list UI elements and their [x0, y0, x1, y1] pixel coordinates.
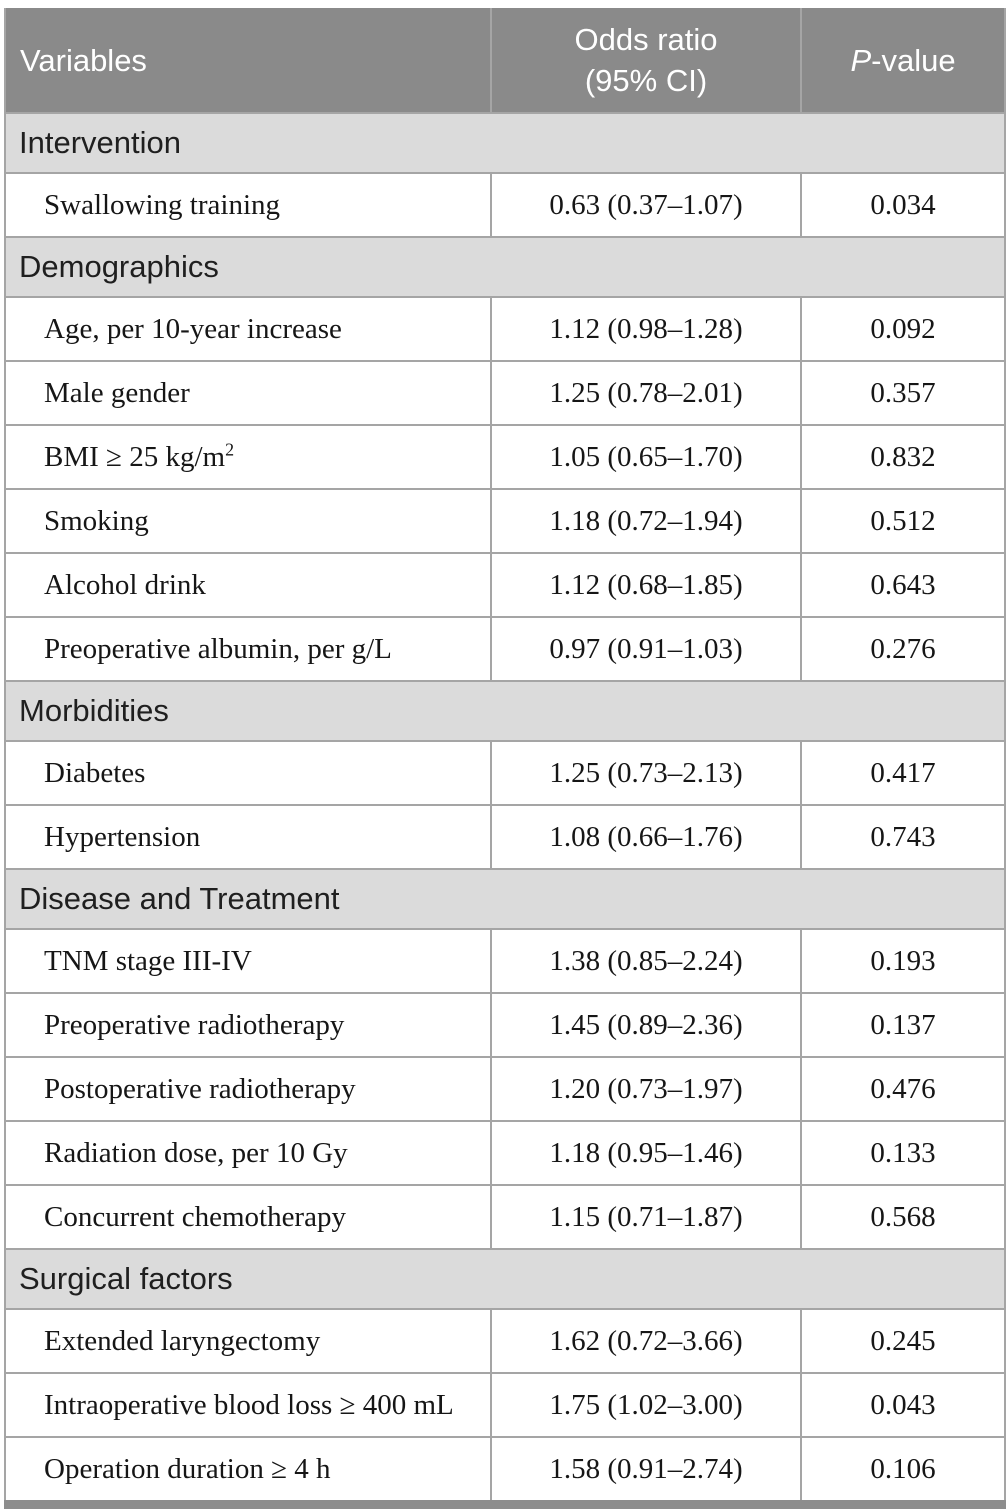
odds-ratio-line1: Odds ratio [574, 22, 718, 57]
section-title: Demographics [5, 236, 1005, 298]
p-value: 0.417 [800, 740, 1005, 806]
odds-ratio-value: 1.25 (0.78–2.01) [490, 360, 801, 426]
p-value: 0.034 [800, 172, 1005, 238]
row-label: TNM stage III-IV [5, 928, 491, 994]
section-title: Surgical factors [5, 1248, 1005, 1310]
p-value: 0.137 [800, 992, 1005, 1058]
row-label: Postoperative radiotherapy [5, 1056, 491, 1122]
p-value: 0.043 [800, 1372, 1005, 1438]
section-row-disease-and-treatment: Disease and Treatment [5, 868, 1005, 930]
table-row: TNM stage III-IV 1.38 (0.85–2.24) 0.193 [5, 928, 1005, 994]
table-row: Intraoperative blood loss ≥ 400 mL 1.75 … [5, 1372, 1005, 1438]
row-label: Concurrent chemotherapy [5, 1184, 491, 1250]
table-row: Alcohol drink 1.12 (0.68–1.85) 0.643 [5, 552, 1005, 618]
row-label-text: BMI ≥ 25 kg/m [44, 440, 226, 473]
p-value: 0.193 [800, 928, 1005, 994]
table-row: Hypertension 1.08 (0.66–1.76) 0.743 [5, 804, 1005, 870]
table-row: Diabetes 1.25 (0.73–2.13) 0.417 [5, 740, 1005, 806]
row-label: Intraoperative blood loss ≥ 400 mL [5, 1372, 491, 1438]
odds-ratio-value: 1.38 (0.85–2.24) [490, 928, 801, 994]
odds-ratio-value: 1.18 (0.95–1.46) [490, 1120, 801, 1186]
section-title: Intervention [5, 112, 1005, 174]
p-value: 0.245 [800, 1308, 1005, 1374]
p-value: 0.276 [800, 616, 1005, 682]
section-row-intervention: Intervention [5, 112, 1005, 174]
odds-ratio-line2: (95% CI) [584, 63, 708, 98]
table-row: Male gender 1.25 (0.78–2.01) 0.357 [5, 360, 1005, 426]
row-label: Age, per 10-year increase [5, 296, 491, 362]
p-value: 0.357 [800, 360, 1005, 426]
row-label: Preoperative radiotherapy [5, 992, 491, 1058]
row-label: Extended laryngectomy [5, 1308, 491, 1374]
table-header: Variables Odds ratio (95% CI) P-value [5, 8, 1005, 113]
odds-ratio-value: 1.20 (0.73–1.97) [490, 1056, 801, 1122]
odds-ratio-value: 1.15 (0.71–1.87) [490, 1184, 801, 1250]
table-row: Operation duration ≥ 4 h 1.58 (0.91–2.74… [5, 1436, 1005, 1506]
row-label: Diabetes [5, 740, 491, 806]
odds-ratio-table: Variables Odds ratio (95% CI) P-value In… [4, 8, 1006, 1509]
p-value: 0.092 [800, 296, 1005, 362]
odds-ratio-value: 1.75 (1.02–3.00) [490, 1372, 801, 1438]
p-value-rest: -value [871, 42, 956, 78]
column-header-variables: Variables [5, 8, 491, 113]
row-label: Male gender [5, 360, 491, 426]
section-title: Morbidities [5, 680, 1005, 742]
row-label: Swallowing training [5, 172, 491, 238]
table-row: BMI ≥ 25 kg/m2 1.05 (0.65–1.70) 0.832 [5, 424, 1005, 490]
column-header-p-value: P-value [800, 8, 1005, 113]
column-header-odds-ratio: Odds ratio (95% CI) [490, 8, 801, 113]
odds-ratio-value: 1.62 (0.72–3.66) [490, 1308, 801, 1374]
row-label: Alcohol drink [5, 552, 491, 618]
header-row: Variables Odds ratio (95% CI) P-value [5, 8, 1005, 113]
odds-ratio-value: 0.63 (0.37–1.07) [490, 172, 801, 238]
table-row: Extended laryngectomy 1.62 (0.72–3.66) 0… [5, 1308, 1005, 1374]
table-row: Radiation dose, per 10 Gy 1.18 (0.95–1.4… [5, 1120, 1005, 1186]
row-label: BMI ≥ 25 kg/m2 [5, 424, 491, 490]
row-label: Radiation dose, per 10 Gy [5, 1120, 491, 1186]
section-row-demographics: Demographics [5, 236, 1005, 298]
odds-ratio-value: 1.05 (0.65–1.70) [490, 424, 801, 490]
table-row: Preoperative radiotherapy 1.45 (0.89–2.3… [5, 992, 1005, 1058]
p-value: 0.832 [800, 424, 1005, 490]
row-label: Preoperative albumin, per g/L [5, 616, 491, 682]
table-row: Age, per 10-year increase 1.12 (0.98–1.2… [5, 296, 1005, 362]
table-row: Smoking 1.18 (0.72–1.94) 0.512 [5, 488, 1005, 554]
table-row: Preoperative albumin, per g/L 0.97 (0.91… [5, 616, 1005, 682]
p-value: 0.512 [800, 488, 1005, 554]
p-value: 0.133 [800, 1120, 1005, 1186]
p-value: 0.743 [800, 804, 1005, 870]
p-value: 0.106 [800, 1436, 1005, 1506]
row-label-superscript: 2 [225, 438, 235, 459]
table-row: Concurrent chemotherapy 1.15 (0.71–1.87)… [5, 1184, 1005, 1250]
odds-ratio-value: 1.58 (0.91–2.74) [490, 1436, 801, 1506]
odds-ratio-value: 1.25 (0.73–2.13) [490, 740, 801, 806]
table-row: Postoperative radiotherapy 1.20 (0.73–1.… [5, 1056, 1005, 1122]
section-title: Disease and Treatment [5, 868, 1005, 930]
p-value: 0.643 [800, 552, 1005, 618]
column-header-variables-label: Variables [20, 42, 147, 78]
odds-ratio-value: 0.97 (0.91–1.03) [490, 616, 801, 682]
odds-ratio-value: 1.08 (0.66–1.76) [490, 804, 801, 870]
row-label: Hypertension [5, 804, 491, 870]
p-value: 0.476 [800, 1056, 1005, 1122]
odds-ratio-value: 1.12 (0.98–1.28) [490, 296, 801, 362]
table-row: Swallowing training 0.63 (0.37–1.07) 0.0… [5, 172, 1005, 238]
p-value-italic-p: P [850, 42, 872, 78]
row-label: Operation duration ≥ 4 h [5, 1436, 491, 1506]
section-row-morbidities: Morbidities [5, 680, 1005, 742]
odds-ratio-value: 1.12 (0.68–1.85) [490, 552, 801, 618]
odds-ratio-value: 1.45 (0.89–2.36) [490, 992, 801, 1058]
row-label: Smoking [5, 488, 491, 554]
section-row-surgical-factors: Surgical factors [5, 1248, 1005, 1310]
odds-ratio-value: 1.18 (0.72–1.94) [490, 488, 801, 554]
p-value: 0.568 [800, 1184, 1005, 1250]
